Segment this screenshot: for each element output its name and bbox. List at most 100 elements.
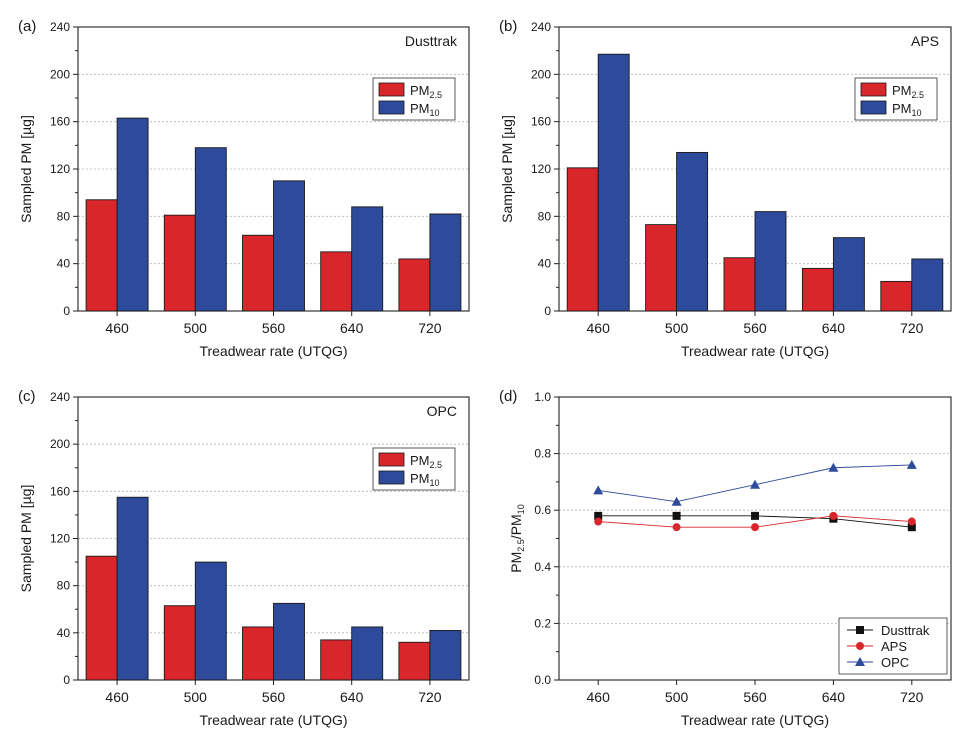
bar-pm10-460 — [116, 496, 149, 681]
legend-swatch — [860, 100, 887, 115]
bar-pm25-640 — [320, 251, 353, 312]
panel-c-opc-bar-chart: 0 40 80 120 160 200 240 460 500 560 640 720 Treadwea… — [18, 388, 470, 728]
y-tick-label: 0 — [63, 673, 70, 687]
x-tick-label: 720 — [900, 320, 924, 336]
plot-frame — [558, 396, 952, 681]
bar-pm10-500 — [194, 147, 227, 312]
x-axis-title: Treadwear rate (UTQG) — [199, 712, 347, 728]
x-tick-label: 560 — [262, 689, 286, 705]
legend-entry: PM10 — [892, 101, 922, 118]
bar-pm25-460 — [85, 199, 118, 312]
y-tick-label: 40 — [57, 626, 71, 640]
bar-pm25-720 — [398, 258, 431, 312]
y-tick-label: 80 — [57, 209, 71, 223]
bar-pm25-720 — [398, 641, 431, 681]
x-tick-label: 500 — [184, 320, 208, 336]
bar-pm25-560 — [242, 234, 274, 312]
point-opc-500 — [671, 496, 682, 506]
legend-entry: APS — [881, 639, 907, 654]
y-tick-label: 0.6 — [534, 503, 551, 517]
bar-pm10-460 — [597, 53, 630, 312]
bar-pm10-500 — [676, 151, 709, 312]
bar-pm10-640 — [832, 237, 865, 312]
x-tick-label: 460 — [587, 320, 611, 336]
y-tick-label: 160 — [50, 484, 70, 498]
y-tick-label: 80 — [538, 209, 552, 223]
legend-entry: PM10 — [410, 101, 440, 118]
bar-pm10-500 — [194, 561, 227, 681]
x-tick-label: 460 — [105, 320, 129, 336]
legend-entry-subscript: 2.5 — [912, 90, 925, 100]
bar-pm10-640 — [351, 626, 384, 681]
x-tick-label: 720 — [418, 320, 442, 336]
legend-entry-name: PM — [410, 83, 430, 98]
point-opc-640 — [828, 462, 839, 472]
point-aps-560 — [751, 523, 759, 532]
x-tick-label: 560 — [262, 320, 286, 336]
y-axis-title-part: /PM — [508, 514, 524, 539]
y-tick-label: 40 — [538, 257, 552, 271]
bar-pm25-560 — [242, 626, 274, 681]
y-axis-title: Sampled PM [µg] — [18, 115, 34, 223]
y-axis-title-subscript: 2.5 — [516, 539, 526, 552]
y-tick-label: 240 — [531, 20, 551, 34]
x-tick-label: 460 — [587, 689, 611, 705]
panel-d-ratio-line-chart: 0.0 0.2 0.4 0.6 0.8 1.0 460 500 560 640 720 Treadwe… — [499, 388, 952, 728]
instrument-label: Dusttrak — [405, 33, 458, 49]
y-tick-label: 0.2 — [534, 616, 551, 630]
point-opc-560 — [750, 479, 760, 489]
x-tick-label: 640 — [340, 689, 364, 705]
y-tick-label: 1.0 — [534, 390, 551, 404]
y-tick-label: 240 — [50, 390, 70, 404]
y-tick-label: 200 — [531, 67, 551, 81]
y-axis-title: PM2.5/PM10 — [508, 504, 526, 572]
legend-swatch — [378, 82, 405, 97]
legend-swatch — [378, 470, 405, 485]
legend-entry-subscript: 2.5 — [430, 460, 443, 470]
x-tick-label: 500 — [665, 689, 689, 705]
y-tick-label: 0.4 — [534, 560, 551, 574]
point-dusttrak-460 — [594, 511, 603, 520]
bar-pm10-560 — [273, 602, 305, 681]
legend-marker — [856, 642, 864, 650]
y-tick-label: 120 — [531, 162, 551, 176]
y-axis-title-part: PM — [508, 552, 524, 573]
bar-pm25-500 — [163, 214, 196, 312]
bar-pm10-720 — [911, 258, 944, 312]
panel-label: (d) — [499, 388, 517, 405]
point-dusttrak-500 — [672, 511, 681, 520]
legend-marker — [856, 626, 864, 634]
x-tick-label: 640 — [340, 320, 364, 336]
point-dusttrak-560 — [751, 511, 759, 520]
bar-pm10-560 — [273, 180, 305, 312]
y-tick-label: 80 — [57, 579, 71, 593]
x-tick-label: 640 — [822, 689, 846, 705]
panel-label: (a) — [18, 18, 36, 35]
legend-entry-name: PM — [410, 471, 430, 486]
legend-entry: OPC — [881, 655, 909, 670]
bar-pm10-560 — [754, 211, 787, 312]
y-tick-label: 160 — [531, 115, 551, 129]
x-axis-title: Treadwear rate (UTQG) — [199, 343, 347, 359]
y-tick-label: 0 — [63, 304, 70, 318]
panel-label: (c) — [18, 388, 36, 405]
legend-swatch — [378, 452, 405, 467]
panel-label: (b) — [499, 18, 517, 35]
point-aps-460 — [594, 517, 603, 526]
legend-entry: Dusttrak — [881, 623, 930, 638]
legend-entry-subscript: 10 — [430, 108, 440, 118]
point-aps-500 — [672, 523, 681, 532]
legend-swatch — [378, 100, 405, 115]
y-axis-title: Sampled PM [µg] — [18, 485, 34, 593]
bar-pm25-640 — [801, 267, 834, 312]
bar-pm10-460 — [116, 117, 149, 312]
x-tick-label: 500 — [184, 689, 208, 705]
point-aps-720 — [907, 517, 916, 526]
panel-b-aps-bar-chart: 0 40 80 120 160 200 240 460 500 560 640 720 Treadwea… — [499, 18, 952, 359]
point-dusttrak-720 — [907, 523, 916, 532]
y-axis-title: Sampled PM [µg] — [499, 115, 515, 223]
